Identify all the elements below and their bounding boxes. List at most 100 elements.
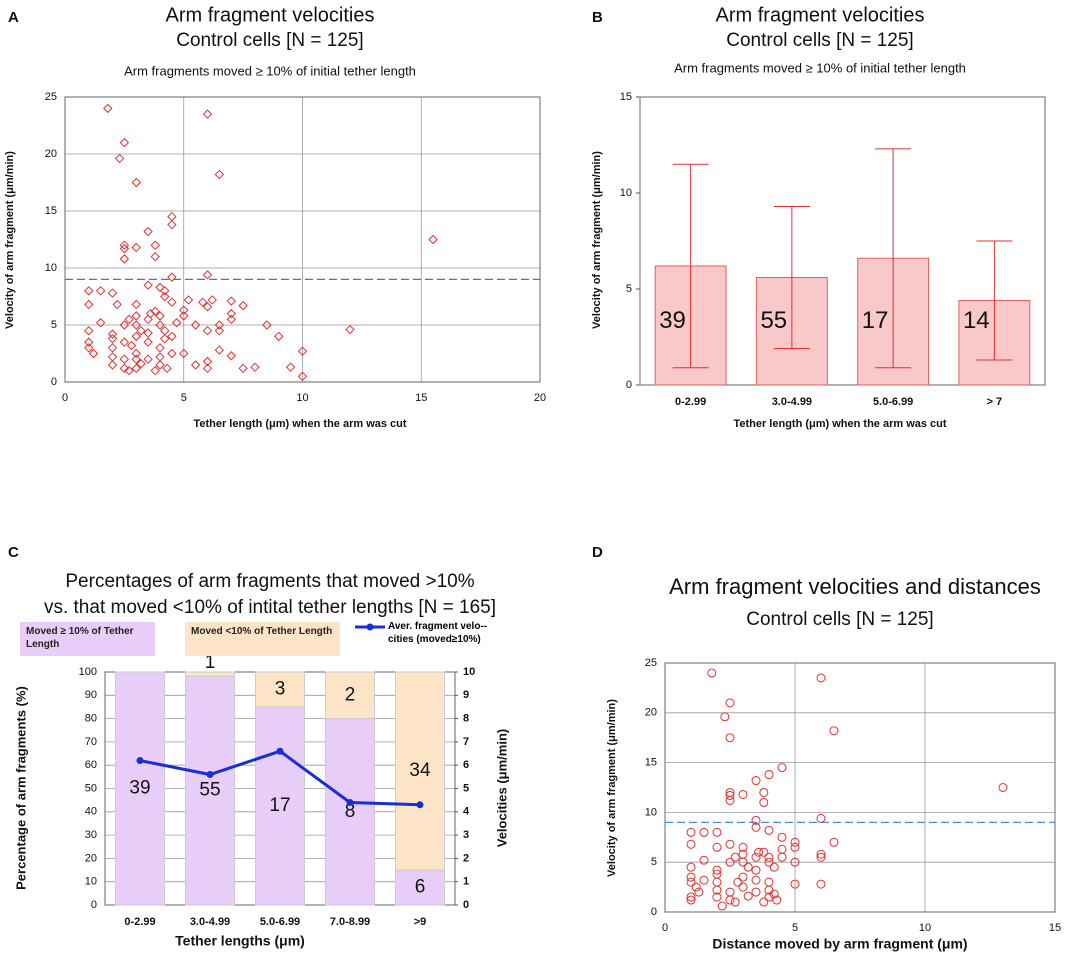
point — [686, 892, 696, 902]
point — [829, 726, 839, 736]
point — [686, 895, 696, 905]
x-tick-label: 10 — [919, 922, 931, 934]
point — [816, 879, 826, 889]
point — [226, 314, 236, 325]
point — [738, 882, 748, 892]
point — [131, 311, 141, 321]
y-tick-label: 25 — [45, 91, 57, 103]
point — [686, 839, 696, 849]
point — [717, 901, 727, 911]
count-label: 1 — [205, 652, 216, 673]
panel-label: C — [8, 544, 19, 561]
velocity-point — [136, 757, 144, 765]
point — [790, 842, 800, 852]
bar-segment — [255, 671, 305, 708]
point — [751, 865, 761, 875]
y-axis-label: Velocity of arm fragment (μm/min) — [4, 151, 16, 329]
y2-axis-label: Velocities (μm/min) — [494, 729, 509, 848]
point — [114, 153, 125, 164]
bar-segment — [115, 671, 165, 906]
point — [829, 837, 839, 847]
y-tick-label: 0 — [626, 379, 632, 391]
point — [738, 857, 748, 867]
point — [95, 286, 106, 296]
point — [183, 295, 194, 305]
point — [167, 219, 177, 230]
point — [190, 360, 201, 370]
x-tick-label: 0-2.99 — [124, 916, 155, 928]
velocity-point — [346, 798, 354, 806]
plot-frame — [64, 96, 541, 383]
point — [119, 337, 130, 347]
x-tick-label: 0 — [62, 392, 68, 404]
point — [764, 857, 774, 867]
panel-label: B — [592, 9, 603, 26]
point — [712, 877, 722, 887]
point — [160, 333, 170, 344]
y-tick-label: 60 — [85, 759, 97, 771]
point — [167, 348, 177, 359]
y-tick-label: 0 — [651, 906, 657, 918]
point — [171, 318, 182, 328]
point — [145, 308, 156, 319]
point — [131, 331, 141, 342]
point — [107, 333, 118, 344]
point — [725, 795, 735, 805]
point — [725, 887, 735, 897]
y2-tick-label: 1 — [463, 876, 469, 888]
point — [167, 331, 177, 342]
velocity-point — [276, 747, 284, 755]
point — [119, 354, 130, 364]
point — [769, 862, 779, 872]
point — [119, 254, 130, 264]
point — [119, 243, 130, 254]
point — [119, 363, 130, 374]
point — [167, 272, 177, 282]
y-tick-label: 90 — [85, 689, 97, 701]
point — [686, 862, 696, 872]
y-axis-label: Percentage of arm fragments (%) — [13, 686, 28, 890]
point — [816, 813, 826, 823]
point — [733, 877, 743, 887]
x-tick-label: > 7 — [987, 396, 1003, 408]
point — [179, 311, 189, 321]
point — [107, 343, 118, 353]
count-label: 6 — [415, 877, 426, 898]
point — [155, 352, 165, 362]
point — [214, 169, 225, 180]
point — [764, 892, 774, 902]
point — [730, 852, 740, 862]
x-tick-label: 10 — [296, 392, 308, 404]
panel-label: A — [8, 9, 19, 26]
y-tick-label: 20 — [85, 852, 97, 864]
point — [345, 324, 355, 335]
y-tick-label: 50 — [85, 782, 97, 794]
chart-title: Arm fragment velocities and distances — [669, 574, 1041, 599]
point — [998, 783, 1008, 792]
point — [751, 822, 761, 832]
point — [131, 320, 141, 330]
y-tick-label: 0 — [91, 899, 97, 911]
x-tick-label: 5 — [792, 922, 798, 934]
point — [790, 857, 800, 867]
point — [124, 314, 134, 325]
bar-segment — [325, 671, 375, 720]
panel-label: D — [592, 544, 603, 561]
y-tick-label: 10 — [645, 806, 657, 818]
point — [202, 356, 213, 367]
y-tick-label: 15 — [645, 757, 657, 769]
count-label: 17 — [862, 307, 889, 334]
point — [214, 345, 225, 355]
point — [238, 300, 248, 311]
point — [816, 673, 826, 683]
point — [160, 325, 170, 336]
chart-title: Arm fragment velocities — [716, 4, 925, 26]
point — [725, 895, 735, 905]
point — [790, 879, 800, 889]
x-tick-label: 15 — [415, 392, 427, 404]
x-tick-label: 15 — [1049, 922, 1061, 934]
point — [155, 343, 165, 353]
point — [136, 325, 146, 336]
x-axis-label: Tether length (μm) when the arm was cut — [733, 418, 946, 430]
